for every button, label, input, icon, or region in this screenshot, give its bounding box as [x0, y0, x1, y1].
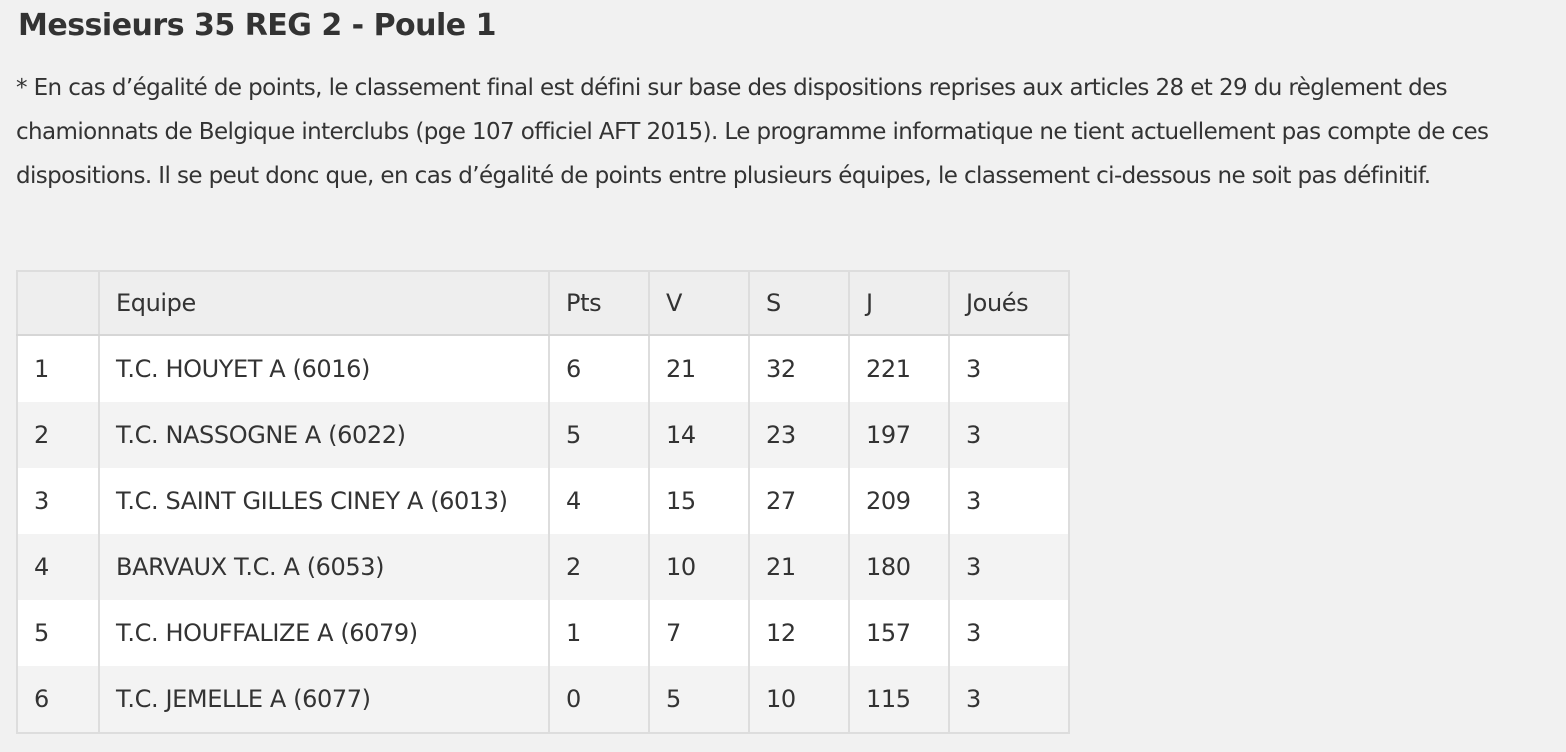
cell-points: 0 [548, 666, 650, 733]
header-played: Joués [948, 271, 1070, 336]
cell-played: 3 [948, 402, 1070, 468]
cell-rank: 1 [16, 335, 100, 402]
table-header-row: Equipe Pts V S J Joués [16, 271, 1070, 336]
cell-team: T.C. HOUFFALIZE A (6079) [98, 600, 550, 666]
table-row: 3 T.C. SAINT GILLES CINEY A (6013) 4 15 … [16, 468, 1070, 534]
cell-s: 32 [748, 335, 850, 402]
table-row: 4 BARVAUX T.C. A (6053) 2 10 21 180 3 [16, 534, 1070, 600]
cell-rank: 4 [16, 534, 100, 600]
cell-rank: 2 [16, 402, 100, 468]
standings-table: Equipe Pts V S J Joués 1 T.C. HOUYET A (… [16, 270, 1070, 734]
cell-played: 3 [948, 600, 1070, 666]
cell-points: 2 [548, 534, 650, 600]
header-team: Equipe [98, 271, 550, 336]
header-points: Pts [548, 271, 650, 336]
cell-j: 180 [848, 534, 950, 600]
cell-team: T.C. JEMELLE A (6077) [98, 666, 550, 733]
cell-s: 23 [748, 402, 850, 468]
cell-rank: 6 [16, 666, 100, 733]
table-row: 6 T.C. JEMELLE A (6077) 0 5 10 115 3 [16, 666, 1070, 733]
cell-j: 221 [848, 335, 950, 402]
cell-points: 5 [548, 402, 650, 468]
cell-v: 10 [648, 534, 750, 600]
cell-points: 4 [548, 468, 650, 534]
table-row: 2 T.C. NASSOGNE A (6022) 5 14 23 197 3 [16, 402, 1070, 468]
cell-team: T.C. SAINT GILLES CINEY A (6013) [98, 468, 550, 534]
header-rank [16, 271, 100, 336]
cell-v: 21 [648, 335, 750, 402]
cell-team: T.C. HOUYET A (6016) [98, 335, 550, 402]
cell-rank: 5 [16, 600, 100, 666]
cell-rank: 3 [16, 468, 100, 534]
cell-points: 6 [548, 335, 650, 402]
cell-s: 10 [748, 666, 850, 733]
cell-j: 197 [848, 402, 950, 468]
cell-j: 209 [848, 468, 950, 534]
cell-v: 7 [648, 600, 750, 666]
cell-points: 1 [548, 600, 650, 666]
tiebreak-note: * En cas d’égalité de points, le classem… [16, 75, 1489, 189]
cell-v: 15 [648, 468, 750, 534]
table-row: 5 T.C. HOUFFALIZE A (6079) 1 7 12 157 3 [16, 600, 1070, 666]
cell-s: 27 [748, 468, 850, 534]
cell-v: 14 [648, 402, 750, 468]
cell-s: 21 [748, 534, 850, 600]
cell-s: 12 [748, 600, 850, 666]
cell-team: T.C. NASSOGNE A (6022) [98, 402, 550, 468]
cell-played: 3 [948, 666, 1070, 733]
header-s: S [748, 271, 850, 336]
cell-played: 3 [948, 468, 1070, 534]
cell-team: BARVAUX T.C. A (6053) [98, 534, 550, 600]
header-v: V [648, 271, 750, 336]
cell-j: 157 [848, 600, 950, 666]
cell-j: 115 [848, 666, 950, 733]
cell-played: 3 [948, 534, 1070, 600]
page-title: Messieurs 35 REG 2 - Poule 1 [18, 8, 496, 43]
cell-played: 3 [948, 335, 1070, 402]
cell-v: 5 [648, 666, 750, 733]
header-j: J [848, 271, 950, 336]
table-row: 1 T.C. HOUYET A (6016) 6 21 32 221 3 [16, 335, 1070, 402]
